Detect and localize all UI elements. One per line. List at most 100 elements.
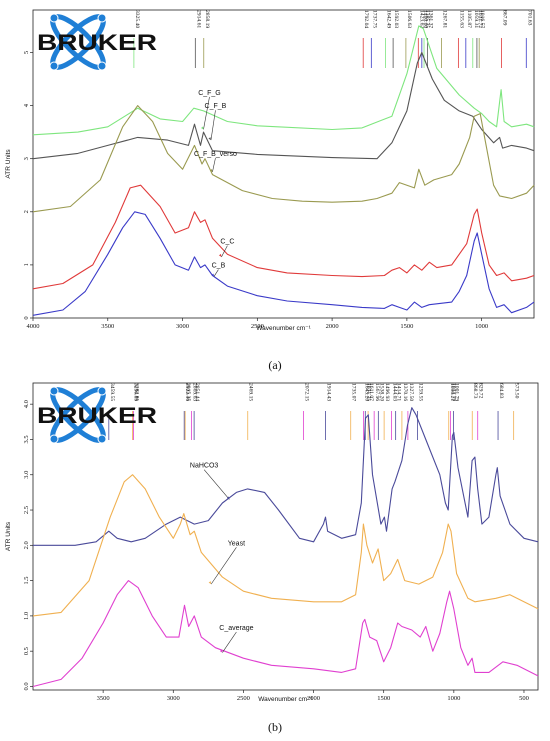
x-tick-label: 2000	[326, 323, 339, 330]
peak-label: 867.09	[502, 10, 508, 26]
series-group	[32, 25, 535, 316]
peak-label: 1361.37	[428, 10, 434, 28]
peak-label: 3459.55	[109, 383, 115, 401]
x-tick-label: 2500	[237, 695, 250, 702]
annotation-arrowhead	[219, 649, 223, 653]
series-annotation-label: C_B	[212, 263, 226, 270]
plot-frame	[32, 9, 535, 319]
peak-label: 1400.00	[422, 10, 428, 28]
y-tick-label: 2.5	[23, 506, 30, 514]
series-line-c-f-b-verso	[32, 105, 535, 213]
y-tick-label: 3.0	[23, 471, 30, 479]
peak-label: 1914.43	[326, 383, 332, 401]
peak-label: 1385.35	[424, 10, 430, 28]
annotation-leader	[212, 157, 216, 173]
annotation-arrowhead	[209, 168, 213, 172]
peak-label: 1155.63	[458, 10, 464, 28]
annotation-arrowhead	[211, 273, 214, 277]
x-tick-label: 1500	[377, 695, 390, 702]
logo-wordmark: BRUKER	[37, 30, 157, 55]
logo-wordmark: BRUKER	[37, 403, 157, 428]
peak-label: 1611.07	[368, 383, 374, 401]
series-line-c-b	[32, 211, 535, 316]
peak-label: 701.63	[526, 10, 532, 26]
peak-label: 1643.20	[364, 383, 370, 401]
series-annotation-label: C_F_G	[198, 90, 221, 97]
peak-label: 573.50	[514, 383, 520, 399]
y-tick-label: 1.5	[23, 577, 30, 585]
y-tick-label: 4.0	[23, 400, 30, 408]
peak-label: 1327.50	[408, 383, 414, 401]
annotation-leader	[221, 245, 228, 258]
x-tick-label: 3500	[101, 323, 114, 330]
logo-electron-dot	[97, 61, 107, 71]
annotation-leader	[213, 269, 219, 277]
peak-label: 1001.79	[454, 383, 460, 401]
peak-label: 684.83	[498, 383, 504, 399]
annotation-leader	[210, 547, 237, 585]
y-tick-label: 5	[23, 51, 30, 54]
peak-label: 2469.15	[248, 383, 254, 401]
peak-label: 1036.21	[449, 383, 455, 401]
logo-electron-dot	[97, 13, 107, 23]
annotation-arrowhead	[218, 253, 222, 257]
peak-label: 1031.72	[477, 10, 483, 28]
x-tick-label: 1500	[400, 323, 413, 330]
peak-label: 1414.71	[396, 383, 402, 401]
logo-electron-dot	[49, 13, 59, 23]
y-tick-label: 1.0	[23, 612, 30, 620]
annotation-leader	[210, 110, 216, 141]
annotation-leader	[203, 96, 210, 130]
x-tick-label: 2000	[307, 695, 320, 702]
peak-label: 1444.03	[392, 383, 398, 401]
annotation-arrowhead	[208, 137, 211, 141]
series-annotation-label: C_F_B_verso	[194, 151, 237, 158]
series-line-nahco3	[33, 407, 539, 546]
peak-label: 1792.04	[363, 10, 369, 28]
peak-label: 868.73	[472, 383, 478, 399]
x-tick-label: 2500	[251, 323, 264, 330]
series-annotation-label: Yeast	[228, 540, 245, 547]
series-group	[32, 407, 539, 688]
peak-label: 1059.31	[473, 10, 479, 28]
annotation-leader	[222, 631, 237, 653]
x-tick-label: 4000	[27, 323, 40, 330]
series-line-c-c	[32, 184, 535, 290]
y-tick-label: 2.0	[23, 541, 30, 549]
peak-label: 2851.44	[194, 383, 200, 401]
logo-electron-dot	[49, 434, 59, 444]
series-annotation-label: C_C	[220, 239, 234, 246]
x-axis-label: Wavenumber cm⁻¹	[256, 325, 311, 332]
logo-electron-dot	[97, 386, 107, 396]
figure-caption: (a)	[268, 358, 281, 372]
logo-electron-dot	[49, 61, 59, 71]
peak-label: 2869.63	[192, 383, 198, 401]
figure-caption: (b)	[268, 720, 282, 734]
y-tick-label: 3	[23, 157, 30, 160]
peak-label: 2072.15	[303, 383, 309, 401]
peak-label: 1105.87	[466, 10, 472, 28]
series-annotation-label: C_average	[219, 625, 253, 632]
series-annotation-label: C_F_B	[205, 103, 227, 110]
bruker-logo: BRUKER	[37, 13, 157, 71]
spectrum-panel-a: 3325.40 2914.61 2858.19 1792.04 1737.75 1642.…	[5, 9, 535, 372]
series-line-c-f-b	[32, 51, 535, 160]
peak-label: 1735.07	[351, 383, 357, 401]
peak-label: 1267.81	[442, 10, 448, 28]
plot-frame	[32, 382, 539, 691]
logo-electron-dot	[97, 434, 107, 444]
x-tick-label: 500	[519, 695, 529, 702]
y-tick-label: 3.5	[23, 435, 30, 443]
peak-label: 1259.55	[417, 383, 423, 401]
y-axis-label: ATR Units	[5, 521, 12, 551]
y-axis-label: ATR Units	[5, 149, 12, 179]
x-tick-label: 3500	[97, 695, 110, 702]
peak-label: 2914.61	[195, 10, 201, 28]
series-line-c-f-g	[32, 25, 535, 136]
peak-label: 1631.25	[365, 383, 371, 401]
peak-markers: 3325.40 2914.61 2858.19 1792.04 1737.75 1642.…	[133, 10, 532, 68]
y-tick-label: 0.0	[23, 682, 30, 690]
